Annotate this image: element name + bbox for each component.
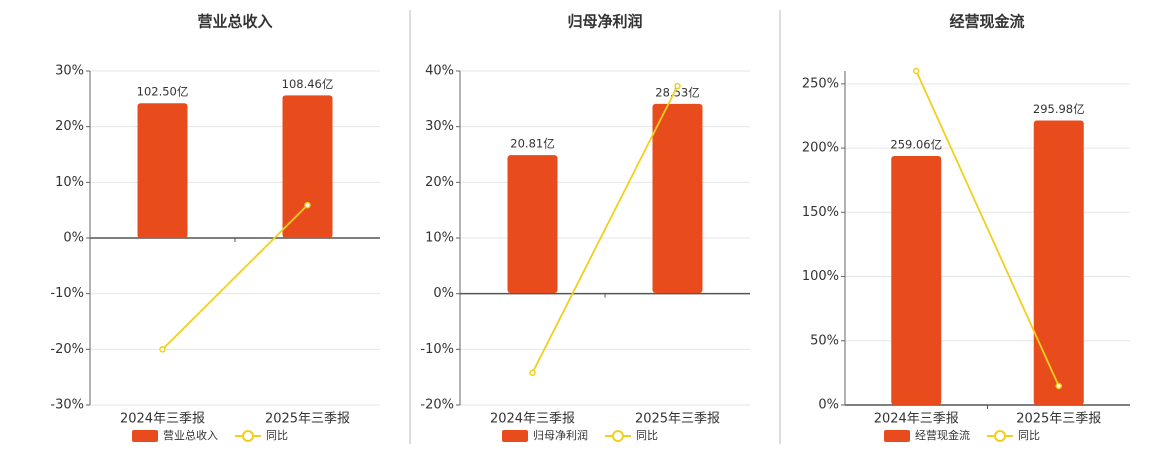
y-tick-label: 30% <box>425 119 454 134</box>
line <box>531 85 679 374</box>
x-tick-label: 2024年三季报 <box>874 412 959 427</box>
value-label: 259.06亿 <box>890 138 942 152</box>
line-point <box>159 346 166 353</box>
legend-label: 营业总收入 <box>163 428 218 442</box>
y-tick-label: 0% <box>63 231 84 246</box>
bar <box>1033 120 1084 406</box>
y-tick-label: -20% <box>50 342 84 357</box>
line-point <box>913 67 920 75</box>
y-tick-label: 40% <box>425 64 454 79</box>
value-label: 295.98亿 <box>1033 102 1085 116</box>
y-tick-label: 20% <box>425 175 454 190</box>
line-point <box>1055 382 1062 390</box>
y-tick-label: -30% <box>50 398 84 413</box>
legend-label: 同比 <box>266 429 288 442</box>
x-tick-label: 2025年三季报 <box>265 412 350 427</box>
legend-swatch <box>502 430 528 442</box>
legend-label: 经营现金流 <box>915 428 970 442</box>
chart-title: 经营现金流 <box>949 13 1024 31</box>
y-tick-label: -20% <box>420 398 454 413</box>
legend-swatch <box>884 430 910 442</box>
y-tick-label: 100% <box>802 269 839 284</box>
y-tick-label: 250% <box>802 76 839 91</box>
line-point <box>529 369 536 376</box>
y-tick-label: 30% <box>55 64 84 79</box>
value-label: 20.81亿 <box>510 137 554 151</box>
x-tick-label: 2025年三季报 <box>1016 412 1101 427</box>
y-tick-label: -10% <box>420 342 454 357</box>
line <box>915 70 1060 387</box>
y-tick-label: 50% <box>810 333 839 348</box>
chart-title: 营业总收入 <box>197 13 272 31</box>
bar <box>282 95 333 239</box>
legend-swatch <box>612 430 624 442</box>
x-tick-label: 2025年三季报 <box>635 412 720 427</box>
legend-swatch <box>242 430 254 442</box>
legend-swatch <box>132 430 158 442</box>
value-label: 108.46亿 <box>282 77 334 91</box>
y-tick-label: 10% <box>55 175 84 190</box>
y-tick-label: 150% <box>802 205 839 220</box>
bar <box>891 156 942 405</box>
legend-label: 同比 <box>636 429 658 442</box>
line-point <box>674 82 681 90</box>
bar <box>652 103 703 294</box>
y-tick-label: 0% <box>818 398 839 413</box>
x-tick-label: 2024年三季报 <box>490 412 575 427</box>
legend-swatch <box>994 430 1006 442</box>
line-point <box>304 201 311 209</box>
legend-label: 同比 <box>1018 429 1040 442</box>
value-label: 28.53亿 <box>655 85 699 99</box>
y-tick-label: 10% <box>425 231 454 246</box>
x-tick-label: 2024年三季报 <box>120 412 205 427</box>
value-label: 102.50亿 <box>137 85 189 99</box>
y-tick-label: 200% <box>802 141 839 156</box>
line <box>161 204 309 350</box>
y-tick-label: -10% <box>50 286 84 301</box>
chart-title: 归母净利润 <box>567 13 642 31</box>
legend-label: 归母净利润 <box>533 428 588 442</box>
y-tick-label: 20% <box>55 119 84 134</box>
y-tick-label: 0% <box>433 286 454 301</box>
bar <box>507 155 558 294</box>
bar <box>137 103 188 238</box>
